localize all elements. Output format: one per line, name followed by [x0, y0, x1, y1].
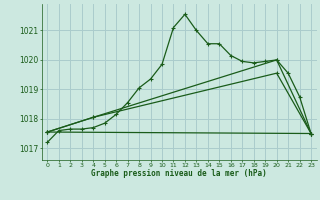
X-axis label: Graphe pression niveau de la mer (hPa): Graphe pression niveau de la mer (hPa) [91, 169, 267, 178]
